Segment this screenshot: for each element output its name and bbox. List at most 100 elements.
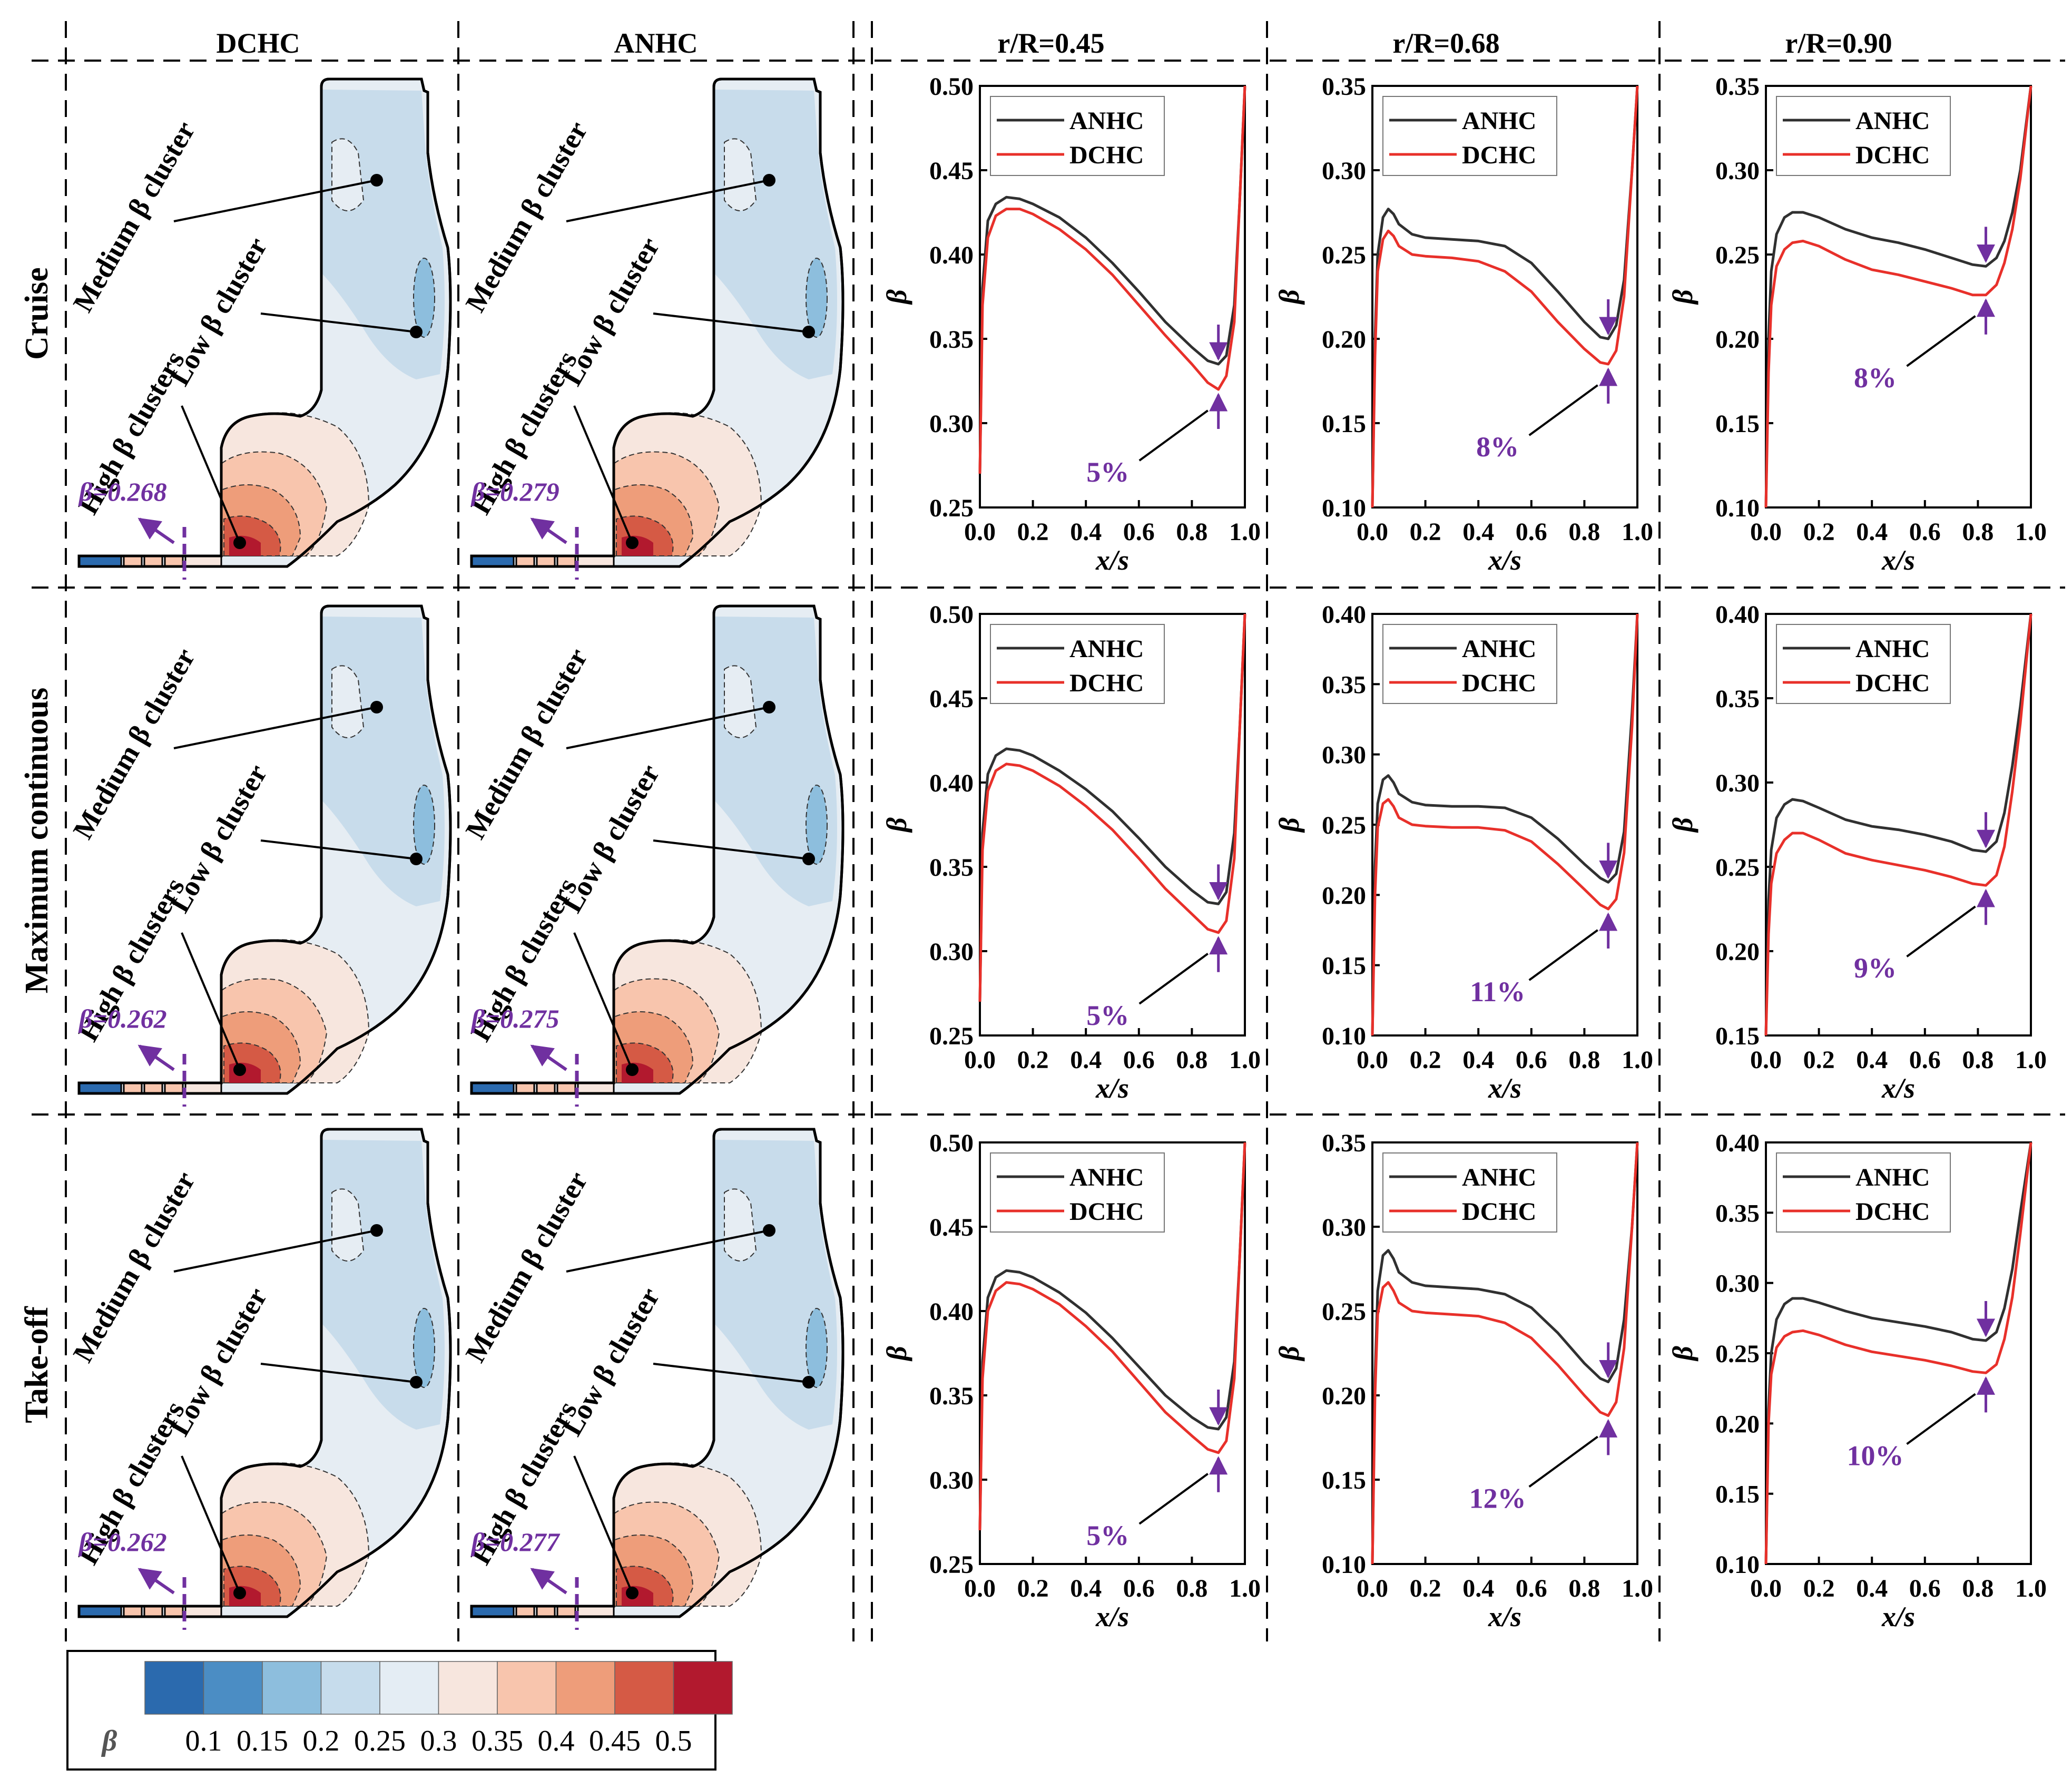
series-line-anhc [1764,1142,2032,1565]
y-tick-label: 0.50 [929,601,974,629]
probe-arrow [138,1044,175,1071]
x-tick-label: 0.6 [1909,1575,1941,1602]
x-tick-label: 0.2 [1803,1575,1835,1602]
x-tick-label: 0.2 [1017,1046,1049,1074]
colorbar-cell [497,1661,557,1715]
colorbar-tick: 0.2 [303,1725,340,1757]
y-tick-label: 0.30 [1322,741,1366,769]
leader-medium [566,179,770,222]
inlet-cell-4 [577,1605,615,1618]
col-title-r68: r/R=0.68 [1392,27,1499,59]
inlet-cell-2 [143,1082,163,1094]
inlet-blue [470,1082,515,1094]
x-tick-label: 0.4 [1462,1046,1494,1074]
legend-label-anhc: ANHC [1069,1164,1144,1191]
series-line-dchc [1371,85,1639,508]
legend-label-anhc: ANHC [1855,635,1930,663]
y-tick-label: 0.30 [1715,157,1760,185]
col-title-r45: r/R=0.45 [997,27,1104,59]
x-tick-label: 0.0 [1750,518,1782,546]
annotation-percent: 12% [1469,1482,1526,1514]
y-tick-label: 0.15 [1715,1481,1760,1509]
y-tick-label: 0.50 [929,73,974,101]
x-axis-label: x/s [1488,1072,1521,1104]
y-tick-label: 0.25 [1322,1298,1366,1326]
x-tick-label: 0.8 [1176,1575,1207,1602]
legend-label-anhc: ANHC [1462,107,1536,135]
legend-label-dchc: DCHC [1069,669,1144,697]
leader-medium [566,706,770,749]
inlet-cell-1 [123,1082,143,1094]
colorbar-cell [144,1661,204,1715]
colorbar-tick: 0.35 [472,1725,523,1757]
inlet-cell-3 [164,1605,184,1618]
y-tick-label: 0.25 [1322,812,1366,839]
y-tick-label: 0.35 [929,326,974,354]
low-beta-spot [413,785,435,865]
annotation-leader [1906,315,1976,367]
x-axis-label: x/s [1095,1072,1129,1104]
series-line-dchc [1371,613,1639,1036]
leader-high [181,932,241,1070]
label-medium-cluster: Medium β cluster [67,116,201,317]
contour-panel-dchc-row3 [77,1128,452,1630]
inlet-cell-2 [536,1605,556,1618]
x-tick-label: 0.0 [964,518,996,546]
inlet-cell-4 [184,1082,222,1094]
leader-medium [173,1229,377,1273]
domain-outline [77,604,452,1095]
x-tick-label: 0.2 [1017,1575,1049,1602]
legend-label-anhc: ANHC [1069,107,1144,135]
marker-high [626,1587,639,1599]
row-title-max-continuous: Maximum continuous [19,688,55,993]
low-beta-spot [806,1308,828,1388]
colorbar-cell [379,1661,439,1715]
marker-high [233,1063,246,1076]
legend-label-dchc: DCHC [1069,141,1144,169]
legend-box [1776,1152,1951,1233]
inlet-cell-1 [515,1605,535,1618]
legend-box [990,1152,1165,1233]
x-tick-label: 0.6 [1909,518,1941,546]
marker-high [626,536,639,549]
x-tick-label: 0.2 [1803,518,1835,546]
marker-low [410,326,423,338]
annotation-leader [1528,929,1598,981]
contour-panel-dchc-row2 [77,604,452,1107]
line-chart-2-2: 0.10 0.15 0.20 0.25 0.30 0.35 0.40 0.0 0.2 0.4 0.6… [1273,601,1653,1104]
leader-low [260,312,417,333]
x-tick-label: 0.2 [1410,518,1441,546]
line-chart-2-1: 0.25 0.30 0.35 0.40 0.45 0.50 0.0 0.2 0.4 0.6 0.8 1… [881,601,1261,1104]
y-axis-label: β [1273,1346,1305,1362]
x-tick-label: 0.8 [1962,518,1994,546]
y-tick-label: 0.20 [1322,1382,1366,1410]
x-axis-label: x/s [1095,1601,1129,1632]
y-tick-label: 0.25 [1715,1340,1760,1368]
x-axis-label: x/s [1095,544,1129,576]
series-line-dchc [1371,1142,1639,1565]
low-beta-spot [413,258,435,338]
contour-panel-dchc-cruise [77,77,452,580]
colorbar-cell [438,1661,498,1715]
label-medium-cluster: Medium β cluster [459,643,594,844]
annotation-leader [1528,384,1598,436]
y-tick-label: 0.25 [1715,854,1760,882]
legend-box [1382,624,1557,704]
x-tick-label: 0.8 [1176,1046,1207,1074]
x-tick-label: 0.4 [1856,518,1888,546]
y-tick-label: 0.30 [929,938,974,966]
x-tick-label: 1.0 [2015,518,2047,546]
y-tick-label: 0.35 [1715,685,1760,713]
probe-arrow [138,1568,175,1595]
x-tick-label: 0.6 [1123,518,1155,546]
marker-medium [370,1224,383,1237]
annotation-percent: 8% [1476,431,1519,463]
inlet-cell-1 [515,1082,535,1094]
marker-high [233,1587,246,1599]
x-tick-label: 0.0 [1357,1575,1388,1602]
x-tick-label: 1.0 [1229,1575,1261,1602]
y-tick-label: 0.40 [1322,601,1366,629]
line-chart-1-1: 0.25 0.30 0.35 0.40 0.45 0.50 0.0 0.2 0.4 0.6 0.8 1… [881,73,1261,576]
beta-value-label: β=0.279 [470,477,559,506]
